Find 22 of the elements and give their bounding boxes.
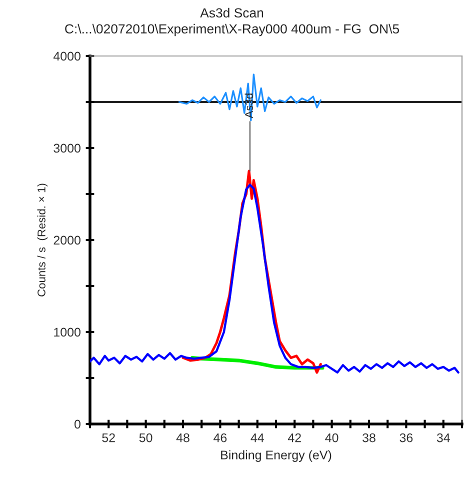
line-series xyxy=(178,74,322,122)
chart-title: As3d Scan xyxy=(200,8,264,18)
x-tick-label: 38 xyxy=(362,433,376,442)
y-tick-label: 0 xyxy=(74,420,80,429)
x-tick-label: 48 xyxy=(176,433,190,442)
x-axis-title: Binding Energy (eV) xyxy=(221,450,332,462)
y-tick-label: 4000 xyxy=(53,52,80,61)
line-series xyxy=(90,184,460,374)
x-tick-label: 34 xyxy=(436,433,450,442)
y-tick-label: 1000 xyxy=(54,328,80,337)
y-tick-label: 2000 xyxy=(54,236,80,245)
annotation: As3d xyxy=(244,94,253,118)
x-tick-label: 44 xyxy=(250,433,264,442)
x-tick-label: 40 xyxy=(325,433,338,442)
x-tick-label: 52 xyxy=(102,433,115,442)
x-tick-label: 50 xyxy=(139,433,152,442)
x-tick-label: 36 xyxy=(400,433,413,442)
chart-subtitle: C:\...\02072010\Experiment\X-Ray000 400um - FG ON\5 xyxy=(65,24,400,36)
y-tick-label: 3000 xyxy=(54,144,80,153)
x-tick-label: 46 xyxy=(214,433,227,442)
x-tick-label: 42 xyxy=(288,433,301,442)
y-axis-title: Counts / s (Resid. × 1) xyxy=(37,184,48,296)
